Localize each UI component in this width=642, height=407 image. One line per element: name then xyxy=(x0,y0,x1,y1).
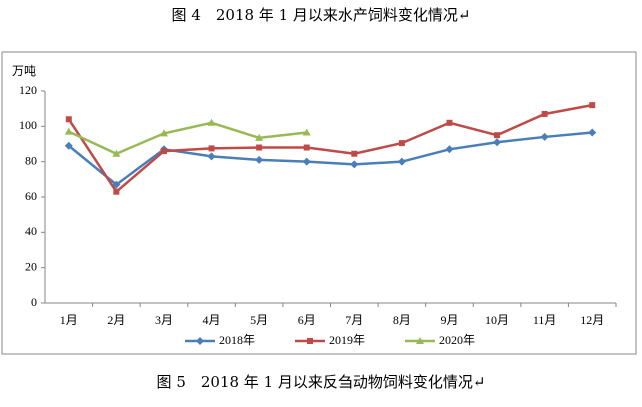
x-tick-label: 11月 xyxy=(533,313,557,327)
marker xyxy=(64,141,73,150)
y-tick-label: 80 xyxy=(25,153,37,167)
series-line xyxy=(68,121,307,156)
marker xyxy=(64,127,73,135)
marker xyxy=(416,337,424,344)
marker xyxy=(540,132,549,141)
x-tick-label: 5月 xyxy=(250,313,268,327)
legend-label: 2018年 xyxy=(219,333,255,347)
figure-title: 图 4 2018 年 1 月以来水产饲料变化情况↵ xyxy=(172,6,471,24)
marker xyxy=(302,157,311,166)
marker xyxy=(541,110,548,117)
marker xyxy=(208,145,215,152)
marker xyxy=(113,188,120,195)
marker xyxy=(302,128,311,136)
marker xyxy=(256,144,263,151)
x-tick-label: 9月 xyxy=(440,313,458,327)
y-tick-label: 100 xyxy=(19,118,37,132)
x-tick-label: 1月 xyxy=(60,313,78,327)
x-tick-label: 6月 xyxy=(298,313,316,327)
y-tick-label: 60 xyxy=(25,189,37,203)
figure-caption: 图 5 2018 年 1 月以来反刍动物饲料变化情况↵ xyxy=(157,373,486,391)
marker xyxy=(397,157,406,166)
y-tick-label: 120 xyxy=(19,83,37,97)
x-tick-label: 7月 xyxy=(345,313,363,327)
y-axis-label: 万吨 xyxy=(12,64,36,78)
legend-label: 2019年 xyxy=(329,333,365,347)
x-tick-label: 2月 xyxy=(107,313,125,327)
marker xyxy=(445,145,454,154)
x-tick-label: 8月 xyxy=(393,313,411,327)
marker xyxy=(493,138,502,147)
marker xyxy=(303,144,310,151)
marker xyxy=(446,119,453,126)
y-tick-label: 20 xyxy=(25,259,37,273)
marker xyxy=(589,102,596,109)
marker xyxy=(494,132,501,139)
series-line xyxy=(68,131,593,187)
x-tick-label: 10月 xyxy=(485,313,509,327)
marker xyxy=(588,128,597,137)
marker xyxy=(255,155,264,164)
marker xyxy=(160,148,167,155)
x-tick-label: 3月 xyxy=(155,313,173,327)
marker xyxy=(207,152,216,161)
x-tick-label: 4月 xyxy=(203,313,221,327)
marker xyxy=(65,116,72,123)
x-tick-label: 12月 xyxy=(580,313,604,327)
y-tick-label: 0 xyxy=(31,295,37,309)
chart-frame xyxy=(1,51,637,355)
series-line xyxy=(67,103,593,194)
marker xyxy=(255,133,264,141)
marker xyxy=(112,149,121,157)
marker xyxy=(196,337,204,345)
marker xyxy=(159,129,168,137)
marker xyxy=(207,118,216,126)
legend-label: 2020年 xyxy=(439,333,475,347)
y-tick-label: 40 xyxy=(25,224,37,238)
marker xyxy=(307,338,313,344)
marker xyxy=(350,160,359,169)
marker xyxy=(398,140,405,147)
marker xyxy=(351,150,358,157)
